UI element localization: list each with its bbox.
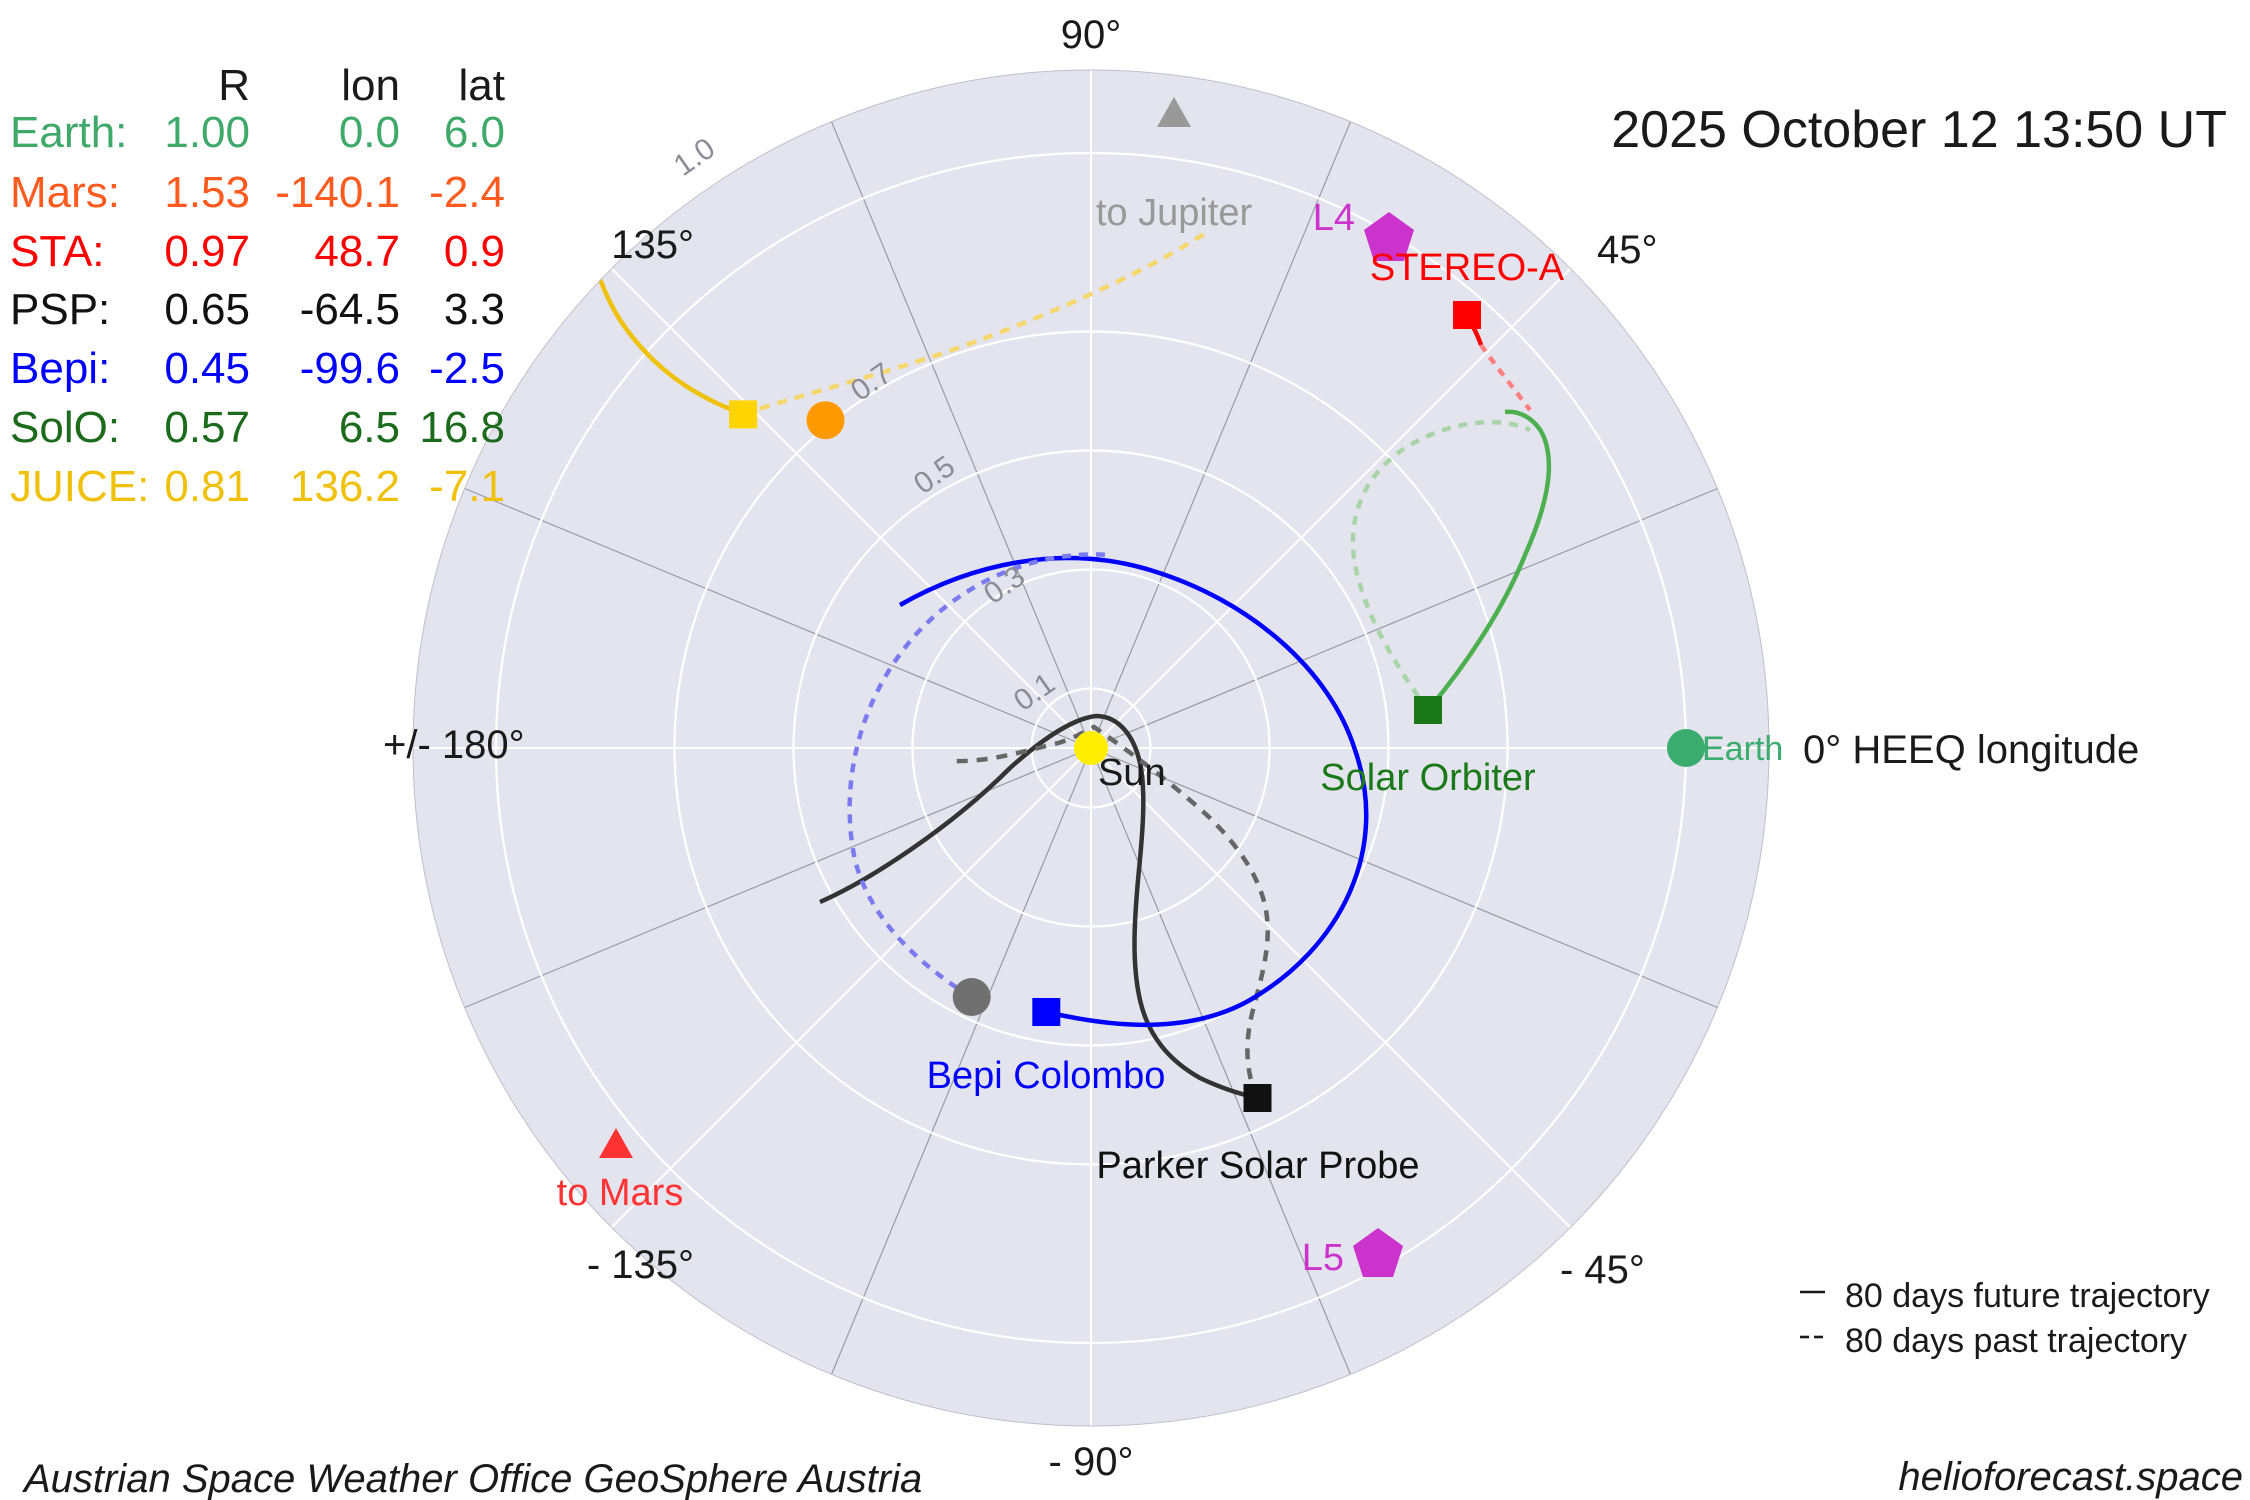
svg-text:0.0: 0.0 — [339, 108, 400, 157]
svg-text:6.5: 6.5 — [339, 403, 400, 452]
svg-text:-2.5: -2.5 — [429, 344, 505, 393]
svg-text:1.0: 1.0 — [668, 132, 721, 183]
svg-text:80 days past trajectory: 80 days past trajectory — [1845, 1322, 2187, 1360]
svg-text:-64.5: -64.5 — [300, 285, 400, 334]
svg-text:0.81: 0.81 — [164, 462, 250, 511]
svg-text:1.53: 1.53 — [164, 168, 250, 217]
svg-text:1.00: 1.00 — [164, 108, 250, 157]
svg-text:0.9: 0.9 — [444, 227, 505, 276]
svg-text:PSP:: PSP: — [10, 285, 110, 334]
svg-text:0.57: 0.57 — [164, 403, 250, 452]
svg-text:0.45: 0.45 — [164, 344, 250, 393]
svg-text:STA:: STA: — [10, 227, 105, 276]
svg-text:Mars:: Mars: — [10, 168, 120, 217]
svg-text:lat: lat — [459, 61, 505, 110]
svg-text:Solar Orbiter: Solar Orbiter — [1320, 757, 1536, 799]
svg-text:Bepi:: Bepi: — [10, 344, 110, 393]
svg-text:- 135°: - 135° — [587, 1243, 694, 1287]
svg-text:0.65: 0.65 — [164, 285, 250, 334]
svg-text:L4: L4 — [1313, 197, 1355, 239]
svg-text:90°: 90° — [1061, 13, 1122, 57]
svg-text:-99.6: -99.6 — [300, 344, 400, 393]
svg-text:0° HEEQ longitude: 0° HEEQ longitude — [1803, 728, 2139, 772]
svg-text:2025 October 12 13:50 UT: 2025 October 12 13:50 UT — [1611, 101, 2227, 159]
svg-text:Sun: Sun — [1098, 752, 1166, 794]
svg-text:48.7: 48.7 — [314, 227, 400, 276]
svg-text:- 90°: - 90° — [1049, 1440, 1134, 1484]
svg-text:135°: 135° — [611, 223, 694, 267]
svg-text:+/- 180°: +/- 180° — [383, 723, 525, 767]
svg-text:lon: lon — [341, 61, 400, 110]
svg-text:SolO:: SolO: — [10, 403, 120, 452]
svg-text:-2.4: -2.4 — [429, 168, 505, 217]
svg-text:45°: 45° — [1597, 228, 1658, 272]
svg-text:Earth: Earth — [1702, 730, 1783, 768]
svg-text:L5: L5 — [1302, 1237, 1344, 1279]
svg-text:STEREO-A: STEREO-A — [1370, 247, 1565, 289]
svg-text:3.3: 3.3 — [444, 285, 505, 334]
svg-text:16.8: 16.8 — [419, 403, 505, 452]
svg-text:Parker Solar Probe: Parker Solar Probe — [1096, 1145, 1419, 1187]
svg-text:Austrian Space Weather Office: Austrian Space Weather Office GeoSphere … — [22, 1457, 922, 1500]
svg-text:JUICE:: JUICE: — [10, 462, 149, 511]
svg-text:0.97: 0.97 — [164, 227, 250, 276]
svg-text:- 45°: - 45° — [1560, 1248, 1645, 1292]
svg-text:R: R — [218, 61, 250, 110]
svg-text:to Jupiter: to Jupiter — [1096, 192, 1253, 234]
svg-text:Earth:: Earth: — [10, 108, 127, 157]
svg-text:Bepi Colombo: Bepi Colombo — [927, 1055, 1166, 1097]
svg-text:to Mars: to Mars — [557, 1172, 684, 1214]
svg-text:136.2: 136.2 — [290, 462, 400, 511]
svg-text:80 days future trajectory: 80 days future trajectory — [1845, 1277, 2210, 1315]
svg-text:helioforecast.space: helioforecast.space — [1898, 1455, 2243, 1499]
svg-text:-140.1: -140.1 — [275, 168, 400, 217]
svg-text:6.0: 6.0 — [444, 108, 505, 157]
svg-text:-7.1: -7.1 — [429, 462, 505, 511]
